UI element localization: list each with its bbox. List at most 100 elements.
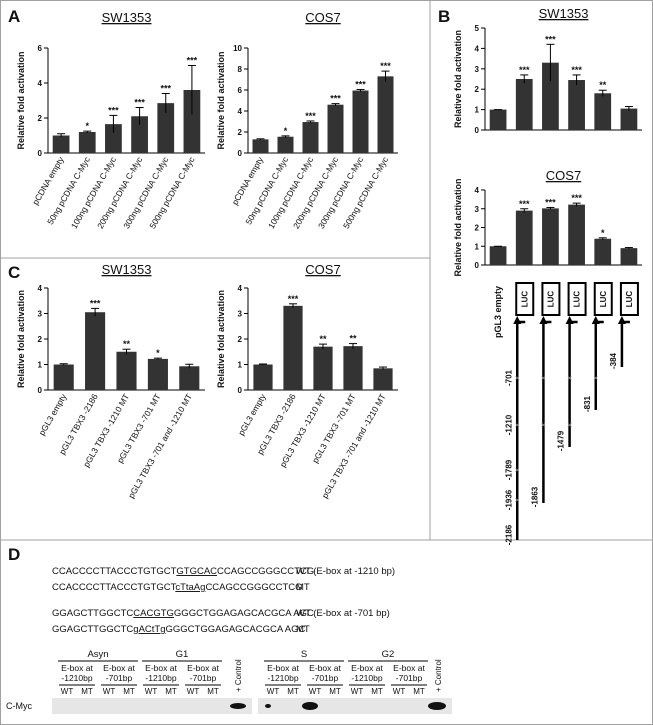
significance-label: *	[85, 121, 89, 131]
bar	[489, 246, 507, 265]
row-label: C-Myc	[6, 701, 32, 711]
bar	[620, 248, 638, 265]
arrow-head	[539, 316, 548, 324]
bar	[515, 79, 533, 130]
y-axis-label: Relative fold activation	[453, 30, 463, 128]
luc-box	[515, 282, 535, 316]
x-tick-label: pGL3 empty	[236, 391, 268, 437]
panel-label: A	[8, 7, 20, 26]
bar	[373, 368, 393, 390]
site-mark: ×	[567, 373, 572, 383]
promoter-arrow	[594, 320, 604, 410]
lane-label: WT	[393, 687, 406, 696]
y-tick-label: 2	[38, 114, 43, 123]
bar	[147, 358, 168, 390]
y-tick-label: 1	[475, 242, 480, 251]
bar	[489, 109, 507, 130]
sequence-part: CCAGCCGGGCCTCG	[205, 582, 302, 593]
y-tick-label: 2	[238, 335, 243, 344]
gel-band	[230, 703, 246, 709]
y-tick-label: 0	[238, 149, 243, 158]
lane-label: WT	[61, 687, 74, 696]
subgroup-label: E-box at	[187, 663, 219, 673]
subgroup-label: E-box at	[145, 663, 177, 673]
luc-label: LUC	[520, 291, 529, 308]
arrow-head	[617, 316, 626, 324]
sequence: CCACCCCTTACCCTGTGCTcTtaAgCCAGCCGGGCCTCG	[52, 582, 303, 593]
promoter-arrow	[516, 320, 526, 540]
y-tick-label: 4	[238, 107, 243, 116]
sequence-part: GGGCTGGAGAGCACGCA AGC	[166, 624, 306, 635]
lane-label: MT	[329, 687, 341, 696]
luc-label: LUC	[625, 291, 634, 308]
sequence: CCACCCCTTACCCTGTGCTGTGCACCCAGCCGGGCCTCG	[52, 566, 314, 577]
y-tick-label: 3	[238, 310, 243, 319]
gel-strip	[258, 698, 452, 714]
luc-box	[593, 282, 613, 316]
site-label: -1936	[504, 489, 513, 510]
bar	[53, 364, 74, 390]
promoter-arrow	[620, 320, 630, 367]
x-tick-label: pGL3 TBX3 -701 and -1210 MT	[320, 392, 388, 500]
y-tick-label: 4	[38, 79, 43, 88]
sequence-part: GGAGCTTGGCTC	[52, 624, 133, 635]
y-tick-label: 1	[238, 361, 243, 370]
bar	[594, 93, 612, 130]
subgroup-label: -1210bp	[61, 673, 92, 683]
site-label: -1479	[557, 430, 566, 451]
site-label: -384	[609, 352, 618, 369]
y-tick-label: 10	[233, 44, 242, 53]
bar	[568, 80, 585, 130]
subgroup-label: -701bp	[106, 673, 133, 683]
sequence-part: CACGTG	[133, 608, 174, 619]
significance-label: ***	[90, 298, 101, 308]
chart-title: COS7	[305, 262, 340, 277]
significance-label: ***	[571, 65, 582, 75]
luc-box	[619, 282, 639, 316]
significance-label: ***	[187, 56, 198, 66]
y-tick-label: 0	[38, 149, 43, 158]
lane-label: MT	[371, 687, 383, 696]
bar	[327, 104, 344, 153]
bar	[542, 62, 559, 130]
site-mark: ×	[515, 420, 520, 430]
y-axis-label: Relative fold activation	[16, 290, 26, 388]
significance-label: ***	[330, 94, 341, 104]
site-label: -1863	[530, 486, 539, 507]
significance-label: ***	[160, 84, 171, 94]
bar	[343, 346, 363, 390]
sequence: GGAGCTTGGCTCgACtTgGGGCTGGAGAGCACGCA AGC	[52, 624, 306, 635]
bar	[105, 124, 122, 153]
significance-label: *	[284, 126, 288, 136]
bar	[179, 366, 200, 390]
y-tick-label: 1	[38, 361, 43, 370]
bar	[157, 103, 175, 153]
y-tick-label: 3	[475, 65, 480, 74]
site-mark: ×	[541, 373, 546, 383]
panel-label: B	[438, 7, 450, 26]
y-tick-label: 2	[38, 335, 43, 344]
significance-label: ***	[545, 197, 556, 207]
site-mark: ×	[593, 373, 598, 383]
sequence-part: GGGCTGGAGAGCACGCA AGC	[174, 608, 314, 619]
bar	[568, 204, 585, 265]
bar	[542, 208, 559, 265]
bar	[313, 346, 333, 390]
y-tick-label: 3	[475, 205, 480, 214]
significance-label: *	[601, 228, 605, 238]
subgroup-label: -701bp	[190, 673, 217, 683]
y-tick-label: 0	[238, 386, 243, 395]
y-axis-label: Relative fold activation	[16, 51, 26, 149]
bar	[515, 210, 533, 265]
promoter-arrow	[542, 320, 552, 503]
y-tick-label: 2	[238, 128, 243, 137]
lane-label: MT	[81, 687, 93, 696]
sequence-part: cTtaAg	[175, 582, 205, 593]
significance-label: **	[599, 80, 607, 90]
chart-title: COS7	[546, 168, 581, 183]
sequence-part: GGAGCTTGGCTC	[52, 608, 133, 619]
sequence-part: CCAGCCGGGCCTCG	[217, 566, 314, 577]
group-label: S	[301, 649, 307, 660]
bar	[377, 76, 394, 153]
panel-label: D	[8, 545, 20, 564]
